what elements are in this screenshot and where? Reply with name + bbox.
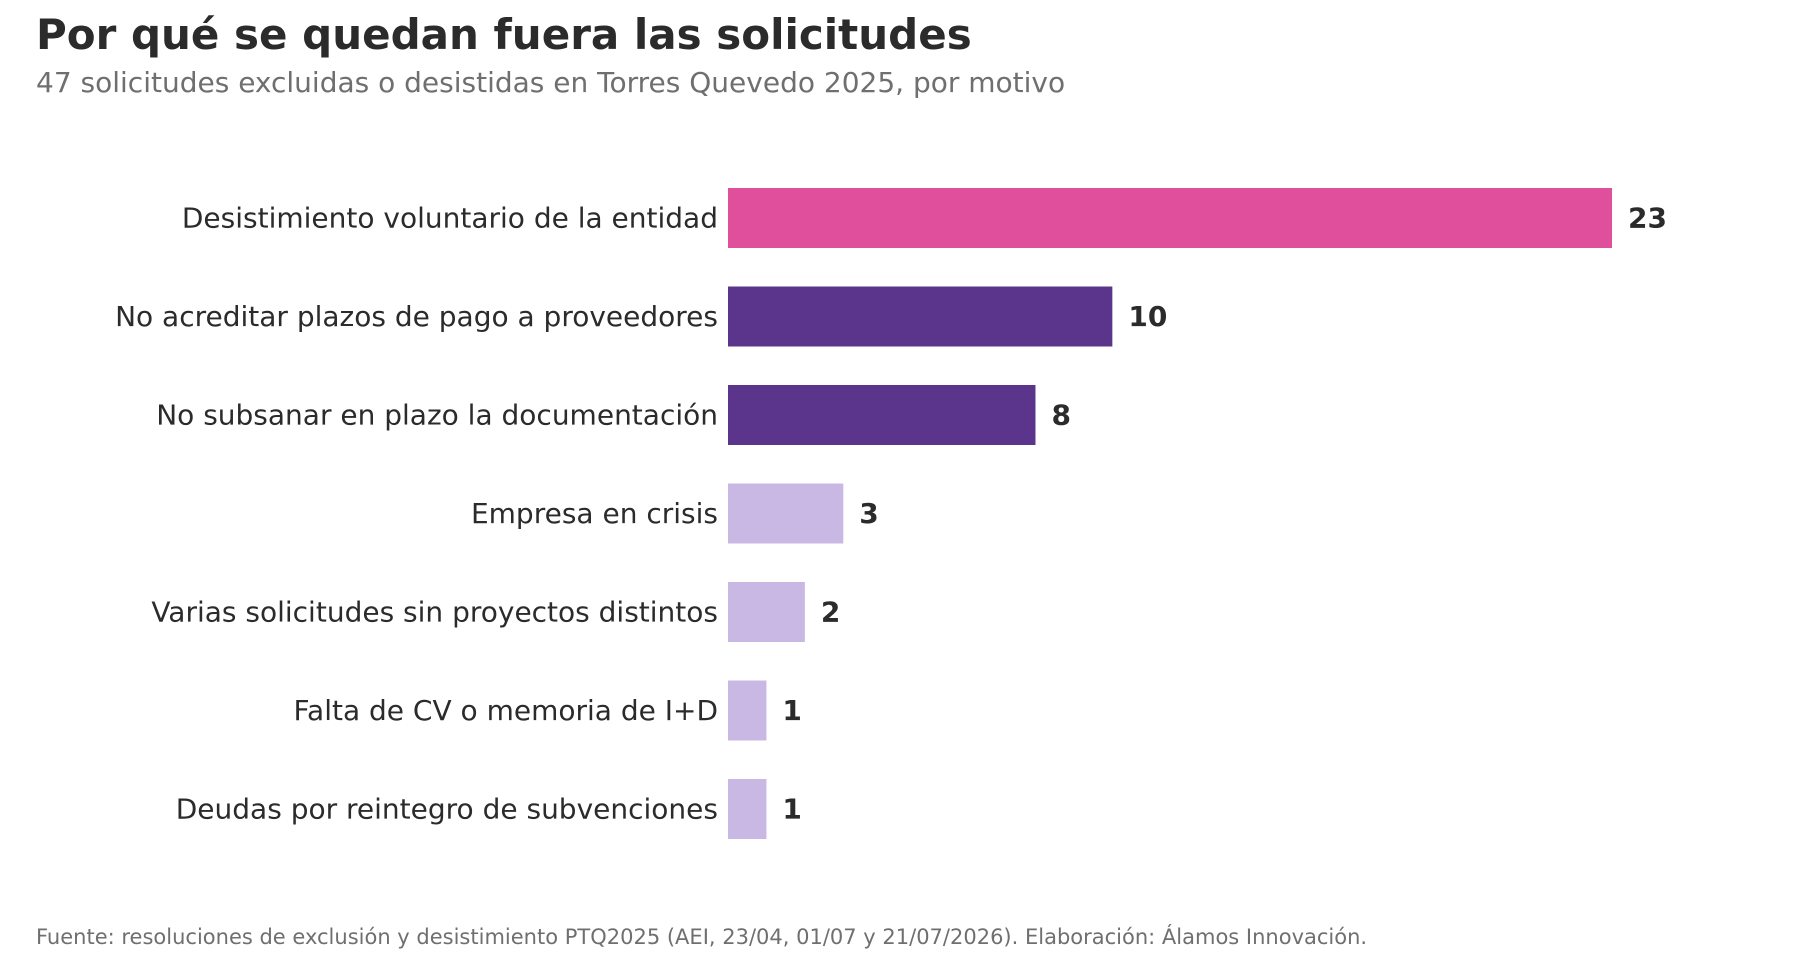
bar bbox=[728, 385, 1036, 445]
value-label: 3 bbox=[859, 497, 878, 530]
chart-title: Por qué se quedan fuera las solicitudes bbox=[36, 10, 972, 59]
value-label: 23 bbox=[1628, 202, 1667, 235]
value-label: 2 bbox=[821, 596, 840, 629]
bar bbox=[728, 582, 805, 642]
category-label: Desistimiento voluntario de la entidad bbox=[182, 202, 718, 235]
value-label: 10 bbox=[1128, 300, 1167, 333]
value-label: 1 bbox=[782, 793, 801, 826]
source-footnote: Fuente: resoluciones de exclusión y desi… bbox=[36, 925, 1368, 949]
value-label: 8 bbox=[1051, 399, 1070, 432]
category-label: No subsanar en plazo la documentación bbox=[156, 399, 718, 432]
bar bbox=[728, 779, 767, 839]
category-label: Deudas por reintegro de subvenciones bbox=[176, 793, 718, 826]
category-label: Varias solicitudes sin proyectos distint… bbox=[151, 596, 718, 629]
bar bbox=[728, 286, 1113, 347]
category-label: No acreditar plazos de pago a proveedore… bbox=[115, 300, 718, 333]
category-label: Falta de CV o memoria de I+D bbox=[294, 694, 718, 727]
bar bbox=[728, 680, 767, 741]
value-label: 1 bbox=[782, 694, 801, 727]
bar bbox=[728, 483, 844, 544]
category-label: Empresa en crisis bbox=[471, 497, 718, 530]
bar bbox=[728, 188, 1612, 248]
chart-subtitle: 47 solicitudes excluidas o desistidas en… bbox=[36, 66, 1066, 99]
